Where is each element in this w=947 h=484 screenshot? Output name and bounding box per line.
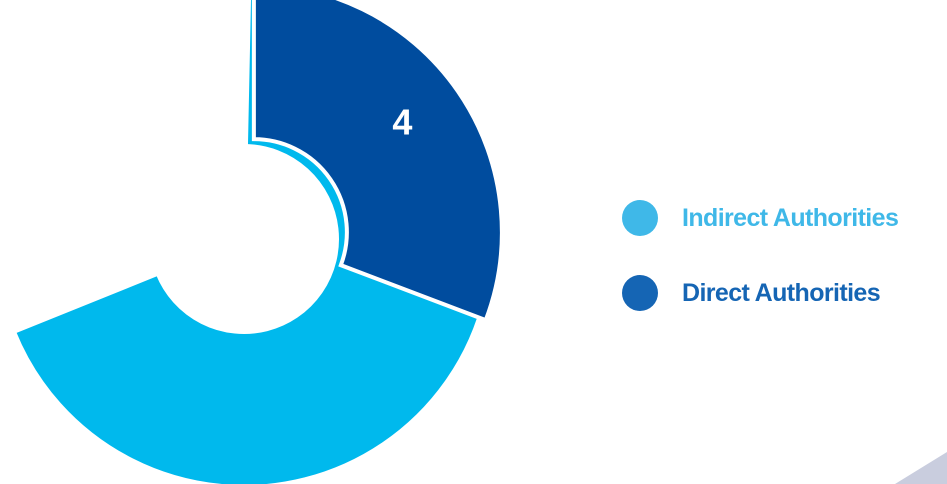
donut-data-labels: 94 [58,101,412,316]
legend-swatch-indirect-authorities [622,200,658,236]
legend-item-direct-authorities: Direct Authorities [622,271,898,315]
chart-legend: Indirect Authorities Direct Authorities [622,196,899,346]
legend-label-direct-authorities: Direct Authorities [682,278,881,307]
legend-item-indirect-authorities: Indirect Authorities [622,196,899,240]
donut-slices [11,0,504,484]
donut-slice-direct-authorities [251,0,504,323]
corner-decoration [895,452,947,484]
data-label-direct-authorities: 4 [392,101,412,142]
legend-label-indirect-authorities: Indirect Authorities [682,203,899,232]
legend-swatch-direct-authorities [622,275,658,311]
data-label-indirect-authorities: 9 [58,276,78,317]
